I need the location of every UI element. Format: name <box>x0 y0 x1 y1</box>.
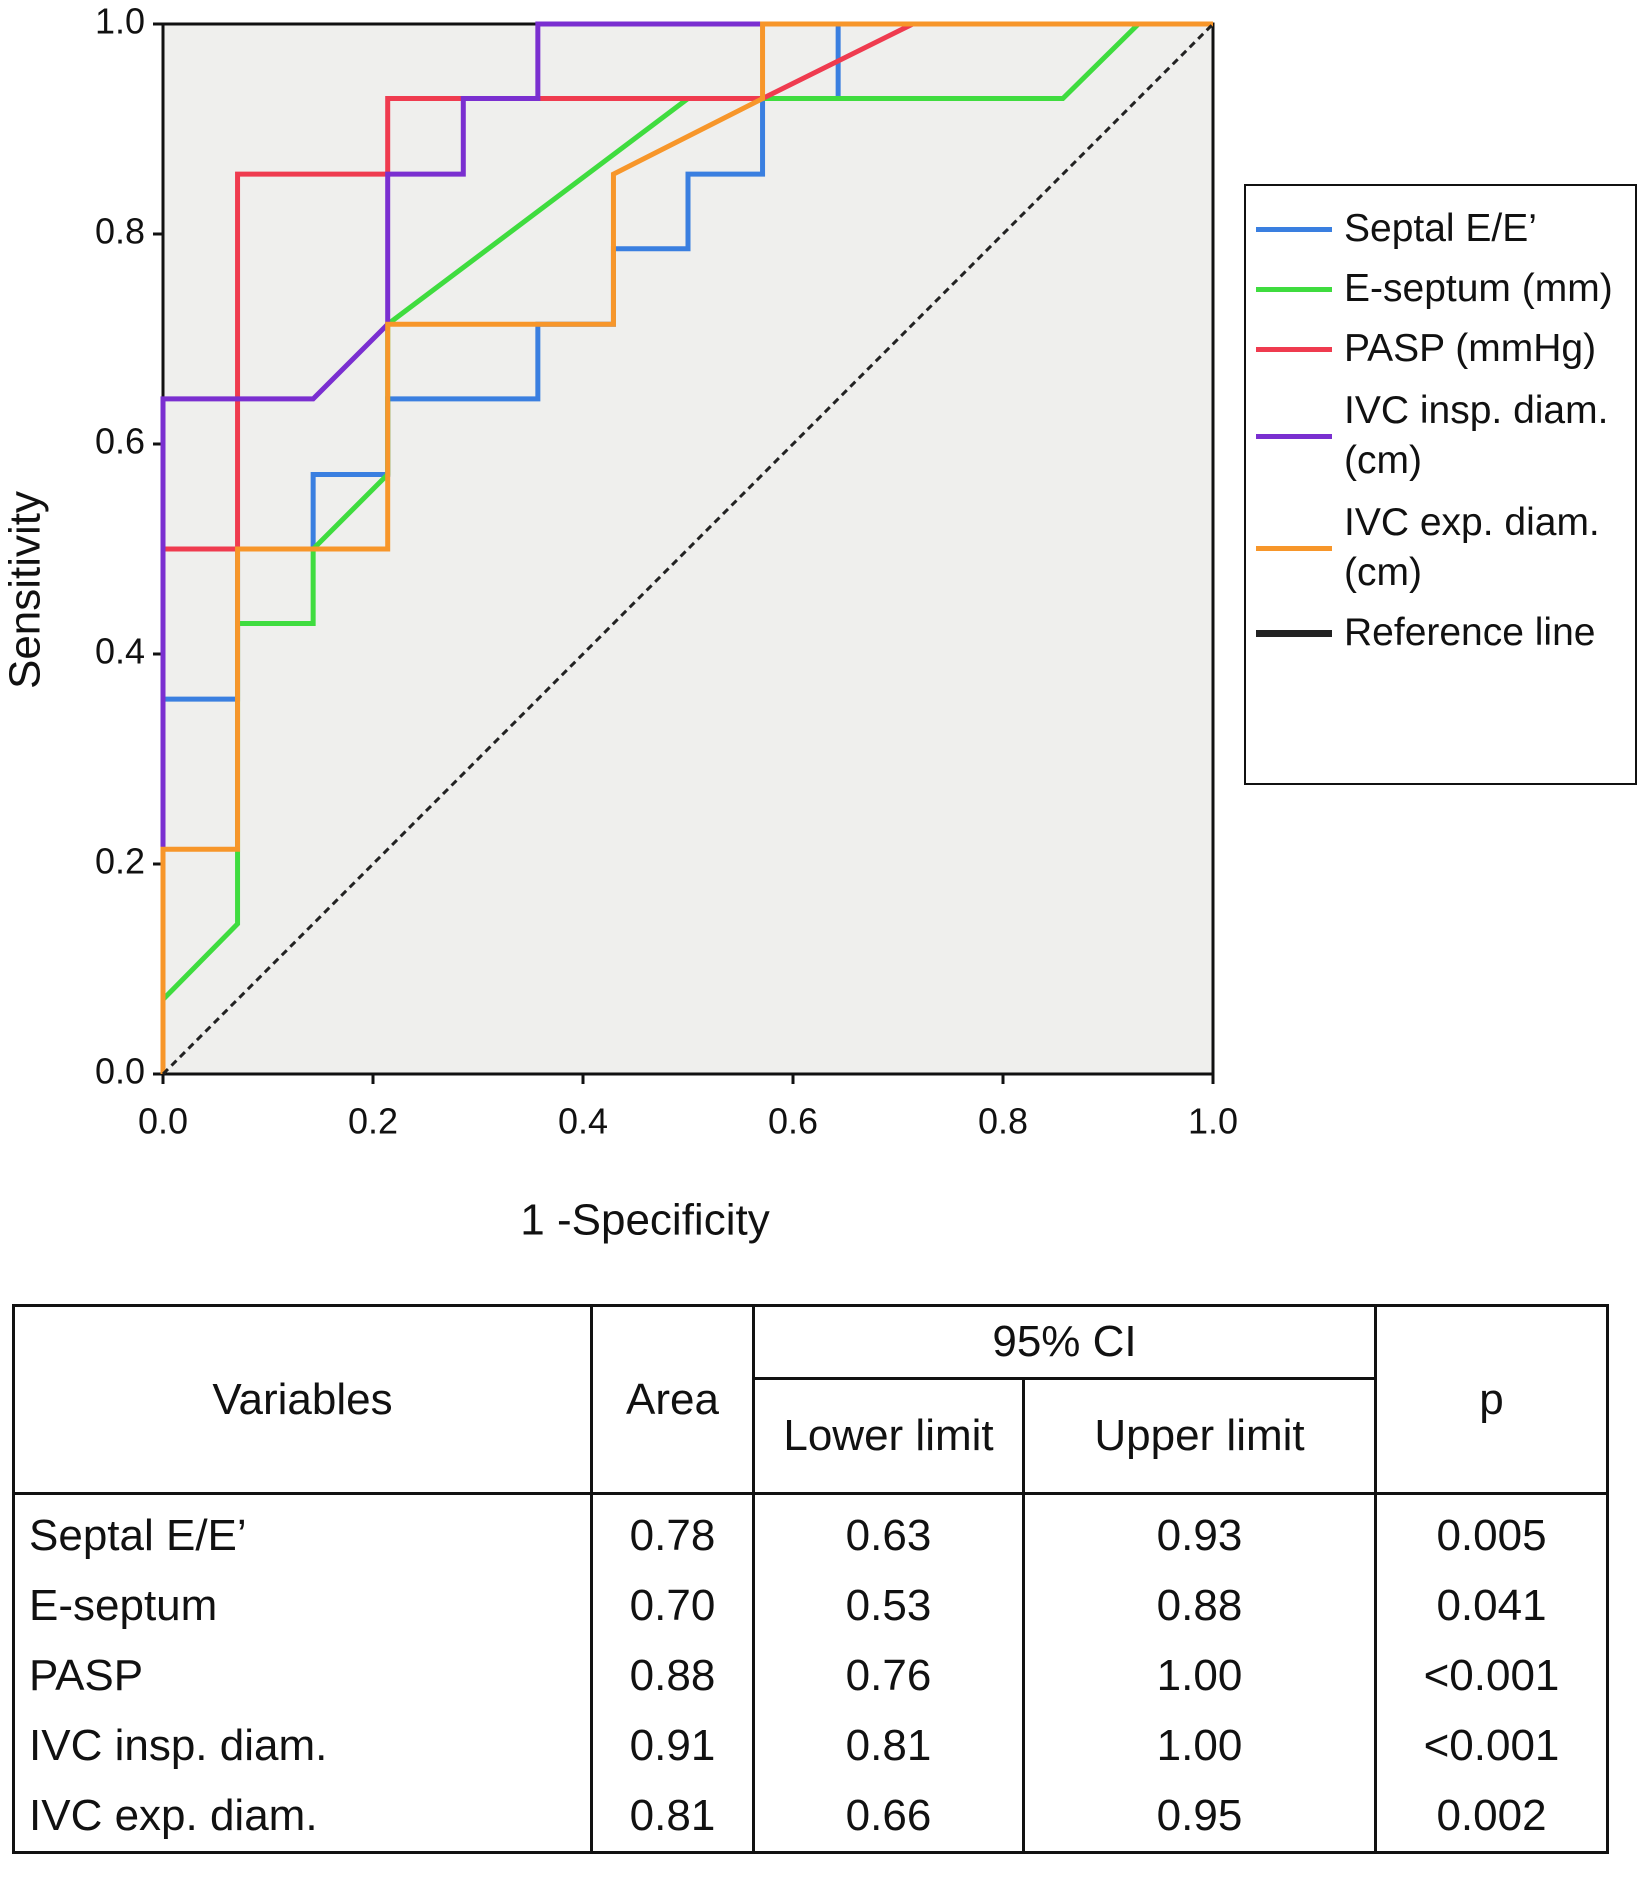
legend-label: IVC insp. diam. (cm) <box>1344 389 1609 482</box>
y-tick-label: 0.8 <box>95 211 145 252</box>
header-cell: p <box>1374 1304 1609 1495</box>
y-tick-label: 0.2 <box>95 841 145 882</box>
roc-curve <box>160 21 1213 1074</box>
header-cell: Area <box>590 1304 755 1495</box>
legend-label: Reference line <box>1344 611 1596 654</box>
x-tick-label: 0.6 <box>768 1101 818 1142</box>
table-row: E-septum 0.70 0.53 0.88 0.041 <box>12 1571 1609 1641</box>
table-cell: 0.002 <box>1374 1781 1609 1853</box>
legend-item: E-septum (mm) <box>1246 264 1635 314</box>
table-cell: <0.001 <box>1374 1711 1609 1781</box>
table-cell: IVC insp. diam. <box>12 1711 593 1781</box>
legend-label: IVC exp. diam. (cm) <box>1344 501 1600 594</box>
table-cell: 0.93 <box>1022 1493 1377 1571</box>
table-cell: IVC exp. diam. <box>12 1781 593 1853</box>
table-cell: Septal E/E’ <box>12 1493 593 1571</box>
table-cell: 0.76 <box>752 1641 1025 1711</box>
table-cell: 1.00 <box>1022 1711 1377 1781</box>
header-cell: Lower limit <box>752 1377 1025 1495</box>
x-tick-label: 1.0 <box>1188 1101 1238 1142</box>
table-cell: 1.00 <box>1022 1641 1377 1711</box>
legend-swatch <box>1256 286 1332 292</box>
legend-label: Septal E/E’ <box>1344 207 1537 250</box>
x-tick-label: 0.2 <box>348 1101 398 1142</box>
legend-swatch <box>1256 433 1332 439</box>
roc-curve <box>160 21 1213 1074</box>
chart: 1 -Specificity Sensitivity 0.0 0.2 0.4 0.6 0… <box>1 1 1238 1245</box>
table-cell: 0.70 <box>590 1571 755 1641</box>
header-cell: Upper limit <box>1022 1377 1377 1495</box>
legend-item: Reference line <box>1246 608 1635 658</box>
table-cell: 0.041 <box>1374 1571 1609 1641</box>
table-cell: 0.88 <box>1022 1571 1377 1641</box>
reference-line <box>161 22 1215 1076</box>
table-row: Septal E/E’ 0.78 0.63 0.93 0.005 <box>12 1493 1609 1571</box>
legend-item: PASP (mmHg) <box>1246 324 1635 374</box>
y-tick-label: 0.0 <box>95 1051 145 1092</box>
table-cell: 0.81 <box>752 1711 1025 1781</box>
header-cell: 95% CI <box>752 1304 1377 1380</box>
y-tick-label: 0.6 <box>95 421 145 462</box>
legend-item: IVC exp. diam. (cm) <box>1246 498 1635 598</box>
x-tick-label: 0.0 <box>138 1101 188 1142</box>
legend-swatch <box>1256 346 1332 352</box>
table-cell: 0.66 <box>752 1781 1025 1853</box>
legend-label: E-septum (mm) <box>1344 267 1613 310</box>
table-cell: PASP <box>12 1641 593 1711</box>
table-cell: 0.91 <box>590 1711 755 1781</box>
legend-item: Septal E/E’ <box>1246 204 1635 254</box>
header-cell: Variables <box>12 1304 593 1495</box>
legend-swatch <box>1256 545 1332 551</box>
table-cell: 0.63 <box>752 1493 1025 1571</box>
table-row: IVC insp. diam. 0.91 0.81 1.00 <0.001 <box>12 1711 1609 1781</box>
table-cell: 0.88 <box>590 1641 755 1711</box>
table-cell: E-septum <box>12 1571 593 1641</box>
table-body: Septal E/E’ 0.78 0.63 0.93 0.005 E-septum 0.70… <box>12 1493 1609 1853</box>
table-row: IVC exp. diam. 0.81 0.66 0.95 0.002 <box>12 1781 1609 1853</box>
table-cell: <0.001 <box>1374 1641 1609 1711</box>
x-tick-label: 0.4 <box>558 1101 608 1142</box>
legend-swatch <box>1256 629 1332 637</box>
table-cell: 0.005 <box>1374 1493 1609 1571</box>
y-tick-label: 0.4 <box>95 631 145 672</box>
table-row: PASP 0.88 0.76 1.00 <0.001 <box>12 1641 1609 1711</box>
legend-item: IVC insp. diam. (cm) <box>1246 386 1635 486</box>
legend-swatch <box>1256 226 1332 232</box>
x-tick-label: 0.8 <box>978 1101 1028 1142</box>
legend-label: PASP (mmHg) <box>1344 327 1597 370</box>
y-axis-title: Sensitivity <box>1 491 50 689</box>
legend: Septal E/E’ E-septum (mm) PASP (mmHg) IVC i… <box>1244 184 1637 785</box>
table-cell: 0.95 <box>1022 1781 1377 1853</box>
table-cell: 0.78 <box>590 1493 755 1571</box>
y-tick-label: 1.0 <box>95 1 145 42</box>
table-cell: 0.53 <box>752 1571 1025 1641</box>
x-axis-title: 1 -Specificity <box>520 1196 769 1245</box>
table: Variables Area 95% CI p Lower limit Uppe… <box>12 1304 1609 1854</box>
table-cell: 0.81 <box>590 1781 755 1853</box>
